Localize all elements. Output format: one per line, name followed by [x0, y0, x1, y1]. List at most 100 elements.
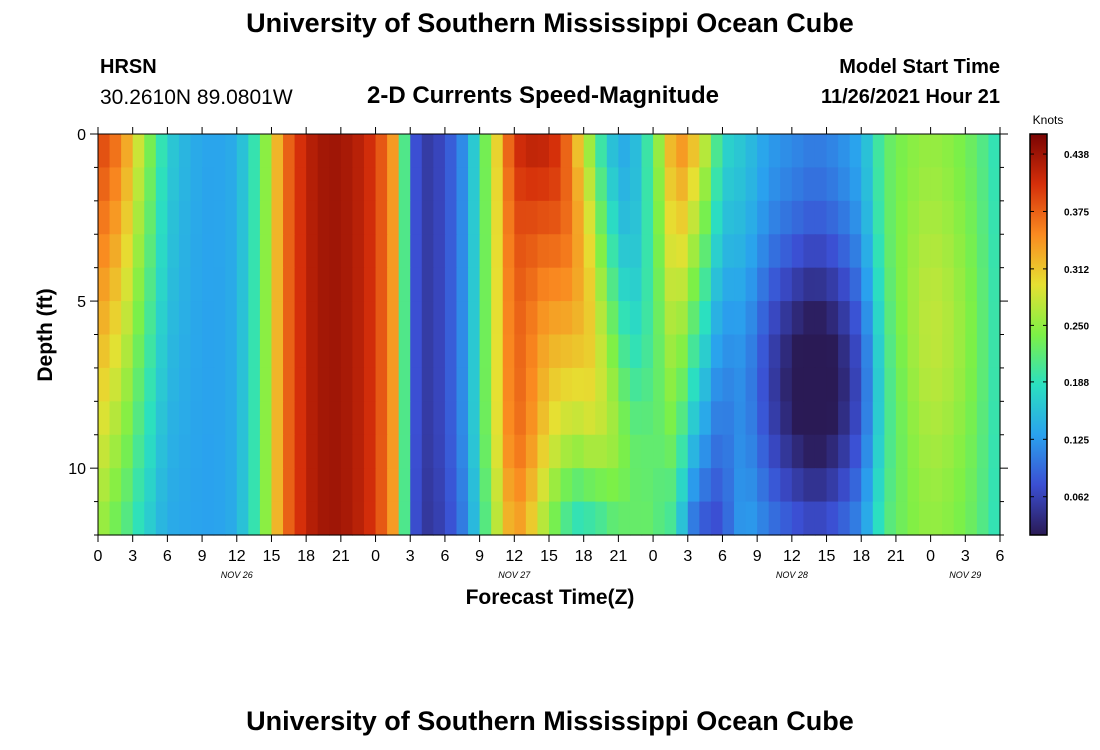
heatmap-cell [838, 134, 851, 169]
heatmap-cell [595, 501, 608, 536]
heatmap-cell [826, 501, 839, 536]
heatmap-cell [988, 434, 1001, 469]
heatmap-cell [144, 200, 157, 235]
colorbar-tick-label: 0.188 [1064, 378, 1089, 389]
heatmap-cell [225, 367, 238, 402]
heatmap-cell [525, 434, 539, 469]
heatmap-cell [757, 367, 770, 402]
heatmap-cell [653, 200, 666, 235]
heatmap-cell [444, 367, 458, 402]
colorbar [1029, 133, 1048, 536]
heatmap-cell [98, 301, 111, 336]
heatmap-cell [421, 200, 434, 235]
heatmap-cell [618, 301, 631, 336]
heatmap-cell [572, 367, 585, 402]
heatmap-cell [121, 167, 134, 202]
heatmap-cell [872, 501, 885, 536]
heatmap-cell [699, 167, 712, 202]
heatmap-cell [734, 200, 747, 235]
heatmap-cell [375, 301, 388, 336]
heatmap-cell [514, 501, 527, 536]
heatmap-cell [190, 434, 203, 469]
heatmap-cell [895, 334, 909, 369]
heatmap-cell [745, 167, 758, 202]
heatmap-cell [907, 367, 920, 402]
heatmap-cell [745, 401, 758, 436]
heatmap-cell [976, 401, 990, 436]
heatmap-cell [595, 267, 608, 302]
heatmap-cell [745, 267, 758, 302]
heatmap-cell [317, 301, 330, 336]
heatmap-cells [98, 134, 1001, 536]
heatmap-cell [676, 200, 689, 235]
heatmap-cell [259, 234, 273, 269]
heatmap-cell [98, 267, 111, 302]
heatmap-cell [363, 267, 377, 302]
heatmap-cell [549, 301, 562, 336]
heatmap-cell [699, 367, 712, 402]
heatmap-cell [699, 468, 712, 503]
heatmap-cell [976, 200, 990, 235]
heatmap-cell [98, 501, 111, 536]
heatmap-cell [849, 267, 862, 302]
heatmap-cell [537, 334, 550, 369]
heatmap-cell [791, 200, 805, 235]
heatmap-cell [259, 334, 273, 369]
heatmap-cell [433, 334, 446, 369]
heatmap-cell [549, 234, 562, 269]
heatmap-cell [814, 334, 828, 369]
heatmap-cell [838, 468, 851, 503]
heatmap-cell [965, 234, 978, 269]
heatmap-cell [410, 167, 423, 202]
heatmap-cell [606, 367, 619, 402]
heatmap-cell [444, 134, 458, 169]
heatmap-cell [283, 434, 296, 469]
heatmap-cell [595, 167, 608, 202]
heatmap-cell [976, 301, 990, 336]
heatmap-cell [537, 401, 550, 436]
heatmap-cell [699, 401, 712, 436]
heatmap-cell [132, 367, 145, 402]
heatmap-cell [398, 134, 411, 169]
heatmap-cell [491, 167, 504, 202]
heatmap-cell [583, 367, 596, 402]
heatmap-cell [190, 200, 203, 235]
heatmap-cell [259, 468, 273, 503]
heatmap-cell [722, 434, 735, 469]
heatmap-cell [965, 501, 978, 536]
heatmap-cell [444, 301, 458, 336]
heatmap-cell [699, 134, 712, 169]
heatmap-cell [444, 434, 458, 469]
heatmap-cell [803, 334, 816, 369]
heatmap-cell [676, 501, 689, 536]
heatmap-cell [537, 301, 550, 336]
heatmap-cell [919, 267, 932, 302]
heatmap-cell [236, 301, 249, 336]
heatmap-cell [861, 434, 874, 469]
heatmap-cell [294, 301, 307, 336]
heatmap-cell [190, 468, 203, 503]
heatmap-cell [942, 434, 955, 469]
heatmap-cell [502, 200, 515, 235]
heatmap-cell [525, 200, 539, 235]
heatmap-cell [710, 267, 724, 302]
heatmap-cell [699, 501, 712, 536]
heatmap-cell [167, 301, 180, 336]
heatmap-cell [814, 200, 828, 235]
heatmap-cell [306, 134, 319, 169]
heatmap-cell [502, 501, 515, 536]
heatmap-cell [98, 234, 111, 269]
heatmap-cell [942, 234, 955, 269]
heatmap-cell [340, 267, 354, 302]
heatmap-cell [549, 401, 562, 436]
heatmap-cell [456, 267, 469, 302]
heatmap-cell [641, 401, 654, 436]
heatmap-cell [456, 134, 469, 169]
heatmap-cell [317, 401, 330, 436]
heatmap-cell [572, 234, 585, 269]
heatmap-cell [745, 134, 758, 169]
heatmap-cell [734, 367, 747, 402]
heatmap-cell [144, 401, 157, 436]
heatmap-cell [710, 301, 724, 336]
heatmap-cell [953, 334, 966, 369]
